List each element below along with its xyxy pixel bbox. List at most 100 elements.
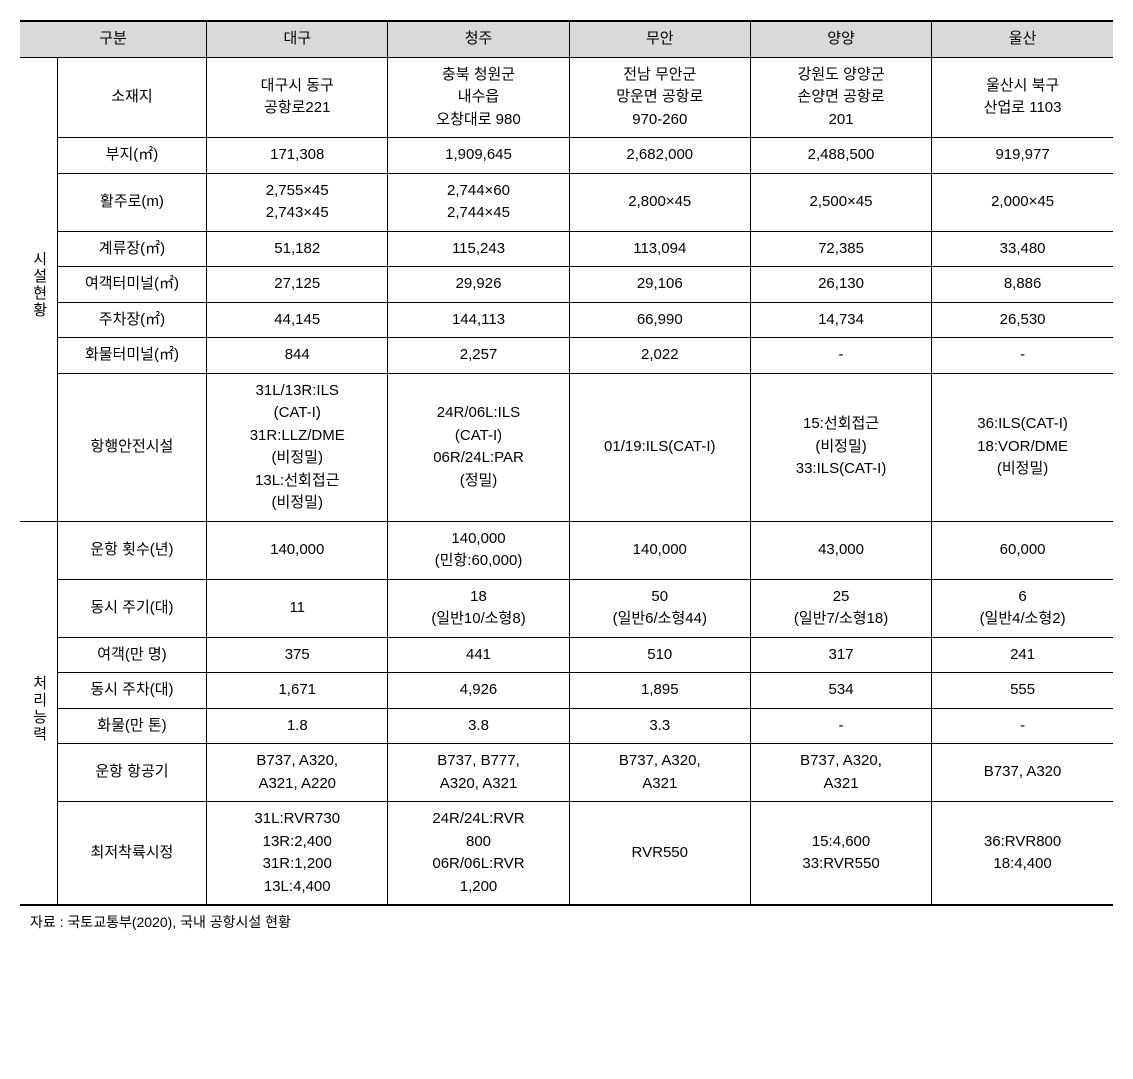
cell-sim-aircraft-daegu: 11: [207, 579, 388, 637]
cell-runway-muan: 2,800×45: [569, 173, 750, 231]
cell-sim-aircraft-cheongju: 18 (일반10/소형8): [388, 579, 569, 637]
row-label-apron: 계류장(㎡): [57, 231, 206, 267]
table-row: 여객(만 명) 375 441 510 317 241: [20, 637, 1113, 673]
cell-passengers-cheongju: 441: [388, 637, 569, 673]
cell-aircraft-types-yangyang: B737, A320, A321: [750, 744, 931, 802]
cell-site-area-muan: 2,682,000: [569, 138, 750, 174]
table-row: 여객터미널(㎡) 27,125 29,926 29,106 26,130 8,8…: [20, 267, 1113, 303]
row-label-cargo-terminal: 화물터미널(㎡): [57, 338, 206, 374]
cell-nav-safety-yangyang: 15:선회접근 (비정밀) 33:ILS(CAT-I): [750, 373, 931, 521]
group-capacity: 처리능력: [20, 521, 57, 905]
table-row: 처리능력 운항 횟수(년) 140,000 140,000 (민항:60,000…: [20, 521, 1113, 579]
cell-sim-car-yangyang: 534: [750, 673, 931, 709]
table-row: 최저착륙시정 31L:RVR730 13R:2,400 31R:1,200 13…: [20, 802, 1113, 906]
cell-runway-cheongju: 2,744×60 2,744×45: [388, 173, 569, 231]
cell-sim-car-cheongju: 4,926: [388, 673, 569, 709]
row-label-location: 소재지: [57, 57, 206, 138]
cell-location-daegu: 대구시 동구 공항로221: [207, 57, 388, 138]
row-label-aircraft-types: 운항 항공기: [57, 744, 206, 802]
cell-nav-safety-ulsan: 36:ILS(CAT-I) 18:VOR/DME (비정밀): [932, 373, 1113, 521]
cell-sim-car-daegu: 1,671: [207, 673, 388, 709]
cell-parking-daegu: 44,145: [207, 302, 388, 338]
row-label-sim-aircraft: 동시 주기(대): [57, 579, 206, 637]
header-airport-daegu: 대구: [207, 21, 388, 57]
cell-parking-muan: 66,990: [569, 302, 750, 338]
cell-min-landing-daegu: 31L:RVR730 13R:2,400 31R:1,200 13L:4,400: [207, 802, 388, 906]
cell-flights-yangyang: 43,000: [750, 521, 931, 579]
cell-cargo-terminal-yangyang: -: [750, 338, 931, 374]
cell-aircraft-types-muan: B737, A320, A321: [569, 744, 750, 802]
cell-min-landing-muan: RVR550: [569, 802, 750, 906]
table-row: 화물(만 톤) 1.8 3.8 3.3 - -: [20, 708, 1113, 744]
row-label-nav-safety: 항행안전시설: [57, 373, 206, 521]
row-label-parking: 주차장(㎡): [57, 302, 206, 338]
cell-cargo-terminal-muan: 2,022: [569, 338, 750, 374]
row-label-site-area: 부지(㎡): [57, 138, 206, 174]
cell-nav-safety-cheongju: 24R/06L:ILS (CAT-I) 06R/24L:PAR (정밀): [388, 373, 569, 521]
table-row: 부지(㎡) 171,308 1,909,645 2,682,000 2,488,…: [20, 138, 1113, 174]
cell-location-cheongju: 충북 청원군 내수읍 오창대로 980: [388, 57, 569, 138]
cell-site-area-ulsan: 919,977: [932, 138, 1113, 174]
row-label-passenger-terminal: 여객터미널(㎡): [57, 267, 206, 303]
cell-nav-safety-daegu: 31L/13R:ILS (CAT-I) 31R:LLZ/DME (비정밀) 13…: [207, 373, 388, 521]
cell-cargo-yangyang: -: [750, 708, 931, 744]
header-airport-ulsan: 울산: [932, 21, 1113, 57]
cell-min-landing-yangyang: 15:4,600 33:RVR550: [750, 802, 931, 906]
cell-cargo-terminal-ulsan: -: [932, 338, 1113, 374]
table-row: 활주로(m) 2,755×45 2,743×45 2,744×60 2,744×…: [20, 173, 1113, 231]
cell-runway-yangyang: 2,500×45: [750, 173, 931, 231]
cell-nav-safety-muan: 01/19:ILS(CAT-I): [569, 373, 750, 521]
header-airport-muan: 무안: [569, 21, 750, 57]
cell-flights-cheongju: 140,000 (민항:60,000): [388, 521, 569, 579]
table-row: 계류장(㎡) 51,182 115,243 113,094 72,385 33,…: [20, 231, 1113, 267]
cell-apron-muan: 113,094: [569, 231, 750, 267]
cell-passengers-muan: 510: [569, 637, 750, 673]
header-category: 구분: [20, 21, 207, 57]
cell-sim-aircraft-muan: 50 (일반6/소형44): [569, 579, 750, 637]
cell-site-area-daegu: 171,308: [207, 138, 388, 174]
cell-runway-daegu: 2,755×45 2,743×45: [207, 173, 388, 231]
cell-sim-car-muan: 1,895: [569, 673, 750, 709]
row-label-cargo: 화물(만 톤): [57, 708, 206, 744]
cell-location-muan: 전남 무안군 망운면 공항로 970-260: [569, 57, 750, 138]
cell-min-landing-ulsan: 36:RVR800 18:4,400: [932, 802, 1113, 906]
table-row: 시설현황 소재지 대구시 동구 공항로221 충북 청원군 내수읍 오창대로 9…: [20, 57, 1113, 138]
table-row: 동시 주기(대) 11 18 (일반10/소형8) 50 (일반6/소형44) …: [20, 579, 1113, 637]
cell-cargo-ulsan: -: [932, 708, 1113, 744]
cell-flights-muan: 140,000: [569, 521, 750, 579]
cell-flights-daegu: 140,000: [207, 521, 388, 579]
cell-passenger-terminal-yangyang: 26,130: [750, 267, 931, 303]
cell-site-area-yangyang: 2,488,500: [750, 138, 931, 174]
cell-aircraft-types-cheongju: B737, B777, A320, A321: [388, 744, 569, 802]
cell-aircraft-types-daegu: B737, A320, A321, A220: [207, 744, 388, 802]
airport-facilities-table: 구분 대구 청주 무안 양양 울산 시설현황 소재지 대구시 동구 공항로221…: [20, 20, 1113, 906]
cell-sim-aircraft-yangyang: 25 (일반7/소형18): [750, 579, 931, 637]
row-label-flights: 운항 횟수(년): [57, 521, 206, 579]
cell-runway-ulsan: 2,000×45: [932, 173, 1113, 231]
cell-parking-ulsan: 26,530: [932, 302, 1113, 338]
table-row: 항행안전시설 31L/13R:ILS (CAT-I) 31R:LLZ/DME (…: [20, 373, 1113, 521]
cell-passenger-terminal-cheongju: 29,926: [388, 267, 569, 303]
header-airport-cheongju: 청주: [388, 21, 569, 57]
cell-sim-aircraft-ulsan: 6 (일반4/소형2): [932, 579, 1113, 637]
cell-location-ulsan: 울산시 북구 산업로 1103: [932, 57, 1113, 138]
cell-passengers-daegu: 375: [207, 637, 388, 673]
cell-cargo-terminal-cheongju: 2,257: [388, 338, 569, 374]
cell-sim-car-ulsan: 555: [932, 673, 1113, 709]
cell-passenger-terminal-muan: 29,106: [569, 267, 750, 303]
cell-cargo-muan: 3.3: [569, 708, 750, 744]
cell-aircraft-types-ulsan: B737, A320: [932, 744, 1113, 802]
header-airport-yangyang: 양양: [750, 21, 931, 57]
table-row: 화물터미널(㎡) 844 2,257 2,022 - -: [20, 338, 1113, 374]
cell-parking-yangyang: 14,734: [750, 302, 931, 338]
cell-passengers-yangyang: 317: [750, 637, 931, 673]
cell-cargo-daegu: 1.8: [207, 708, 388, 744]
row-label-passengers: 여객(만 명): [57, 637, 206, 673]
table-row: 운항 항공기 B737, A320, A321, A220 B737, B777…: [20, 744, 1113, 802]
cell-parking-cheongju: 144,113: [388, 302, 569, 338]
cell-apron-ulsan: 33,480: [932, 231, 1113, 267]
table-row: 주차장(㎡) 44,145 144,113 66,990 14,734 26,5…: [20, 302, 1113, 338]
cell-passenger-terminal-daegu: 27,125: [207, 267, 388, 303]
row-label-sim-car: 동시 주차(대): [57, 673, 206, 709]
table-header-row: 구분 대구 청주 무안 양양 울산: [20, 21, 1113, 57]
